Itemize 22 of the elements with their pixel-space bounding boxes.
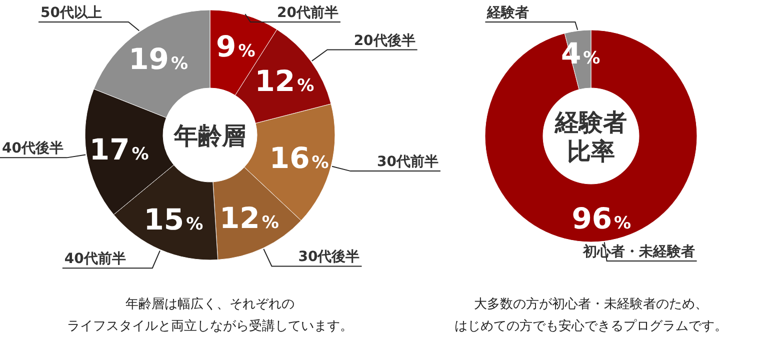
text: 年齢層 xyxy=(173,122,246,150)
slice-label: 30代前半 xyxy=(376,154,438,170)
slice-label: 40代前半 xyxy=(64,251,126,268)
data-label: 17% xyxy=(89,132,149,166)
slice-label: 20代前半 xyxy=(276,5,338,21)
slice-label: 経験者 xyxy=(486,5,530,21)
slice-label: 20代後半 xyxy=(354,32,416,49)
data-label: 9% xyxy=(216,30,256,64)
data-label: 96% xyxy=(572,201,632,236)
text: はじめての方でも安心できるプログラムです。 xyxy=(454,318,728,334)
text: 年齢層は幅広く、それぞれの xyxy=(126,296,294,312)
data-label: 16% xyxy=(269,140,329,175)
slice-label: 40代後半 xyxy=(2,140,64,157)
text: 経験者比率 xyxy=(554,108,627,166)
data-label: 19% xyxy=(128,42,188,76)
slice-label: 30代後半 xyxy=(298,249,360,266)
text: 大多数の方が初心者・未経験者のため、 xyxy=(474,296,708,312)
data-label: 12% xyxy=(254,64,314,98)
data-label: 15% xyxy=(144,202,204,236)
data-label: 12% xyxy=(219,201,279,236)
text: ライフスタイルと両立しながら受講しています。 xyxy=(67,318,353,334)
slice-label: 50代以上 xyxy=(40,5,102,21)
